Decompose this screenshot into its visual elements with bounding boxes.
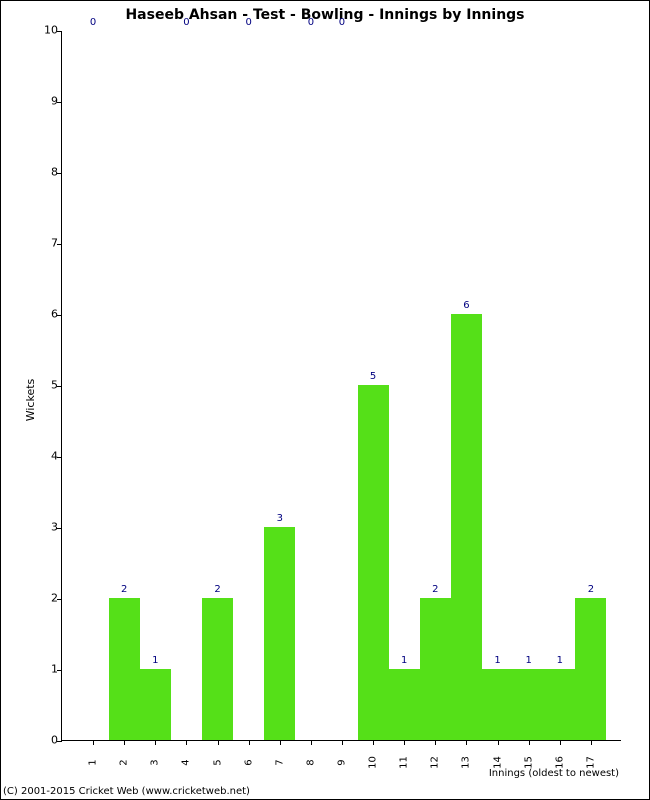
bar: 2 <box>420 598 451 740</box>
x-tick-label: 11 <box>399 753 410 773</box>
bar: 2 <box>202 598 233 740</box>
bars-group: 02102030051261112 <box>62 31 621 740</box>
x-tick-label: 4 <box>181 753 192 773</box>
plot-area: 02102030051261112 0123456789101234567891… <box>61 31 621 741</box>
bar: 1 <box>482 669 513 740</box>
x-tick-mark <box>404 740 405 745</box>
bar-value-label: 1 <box>389 655 420 666</box>
x-tick-mark <box>466 740 467 745</box>
bar-value-label: 1 <box>513 655 544 666</box>
x-tick-mark <box>435 740 436 745</box>
bar-value-label: 3 <box>264 513 295 524</box>
x-tick-label: 6 <box>243 753 254 773</box>
bar: 6 <box>451 314 482 740</box>
bar-value-label: 2 <box>420 584 451 595</box>
bar-value-label: 6 <box>451 300 482 311</box>
bar-value-label: 0 <box>295 17 326 738</box>
bar: 2 <box>109 598 140 740</box>
x-tick-mark <box>529 740 530 745</box>
bar-value-label: 1 <box>482 655 513 666</box>
x-tick-mark <box>249 740 250 745</box>
y-tick-label: 6 <box>28 308 58 321</box>
x-tick-label: 1 <box>88 753 99 773</box>
bar-value-label: 1 <box>544 655 575 666</box>
y-tick-label: 4 <box>28 450 58 463</box>
bar-value-label: 0 <box>171 17 202 738</box>
bar-value-label: 2 <box>202 584 233 595</box>
bar-value-label: 5 <box>358 371 389 382</box>
x-tick-label: 7 <box>274 753 285 773</box>
x-tick-mark <box>186 740 187 745</box>
copyright-text: (C) 2001-2015 Cricket Web (www.cricketwe… <box>3 786 250 797</box>
x-tick-mark <box>280 740 281 745</box>
bar: 1 <box>140 669 171 740</box>
bar-value-label: 0 <box>233 17 264 738</box>
x-tick-mark <box>218 740 219 745</box>
bar-value-label: 2 <box>575 584 606 595</box>
bar: 1 <box>544 669 575 740</box>
x-tick-mark <box>591 740 592 745</box>
y-tick-label: 7 <box>28 237 58 250</box>
y-tick-label: 9 <box>28 95 58 108</box>
x-tick-label: 10 <box>368 753 379 773</box>
x-tick-label: 3 <box>150 753 161 773</box>
y-tick-label: 0 <box>28 734 58 747</box>
x-tick-mark <box>498 740 499 745</box>
chart-container: Haseeb Ahsan - Test - Bowling - Innings … <box>0 0 650 800</box>
x-tick-label: 2 <box>119 753 130 773</box>
y-tick-label: 5 <box>28 379 58 392</box>
x-tick-mark <box>311 740 312 745</box>
bar: 3 <box>264 527 295 740</box>
y-tick-label: 1 <box>28 663 58 676</box>
x-tick-mark <box>124 740 125 745</box>
y-tick-label: 3 <box>28 521 58 534</box>
x-tick-mark <box>93 740 94 745</box>
bar: 5 <box>358 385 389 740</box>
x-tick-label: 8 <box>305 753 316 773</box>
x-tick-mark <box>342 740 343 745</box>
bar: 2 <box>575 598 606 740</box>
bar: 1 <box>513 669 544 740</box>
bar: 1 <box>389 669 420 740</box>
x-tick-label: 9 <box>337 753 348 773</box>
bar-value-label: 1 <box>140 655 171 666</box>
x-axis-label: Innings (oldest to newest) <box>489 768 619 779</box>
bar-value-label: 0 <box>326 17 357 738</box>
y-tick-label: 8 <box>28 166 58 179</box>
y-tick-label: 10 <box>28 24 58 37</box>
x-tick-mark <box>373 740 374 745</box>
bar-value-label: 2 <box>109 584 140 595</box>
x-tick-label: 12 <box>430 753 441 773</box>
x-tick-label: 13 <box>461 753 472 773</box>
x-tick-mark <box>155 740 156 745</box>
x-tick-mark <box>560 740 561 745</box>
x-tick-label: 5 <box>212 753 223 773</box>
y-tick-label: 2 <box>28 592 58 605</box>
bar-value-label: 0 <box>78 17 109 738</box>
